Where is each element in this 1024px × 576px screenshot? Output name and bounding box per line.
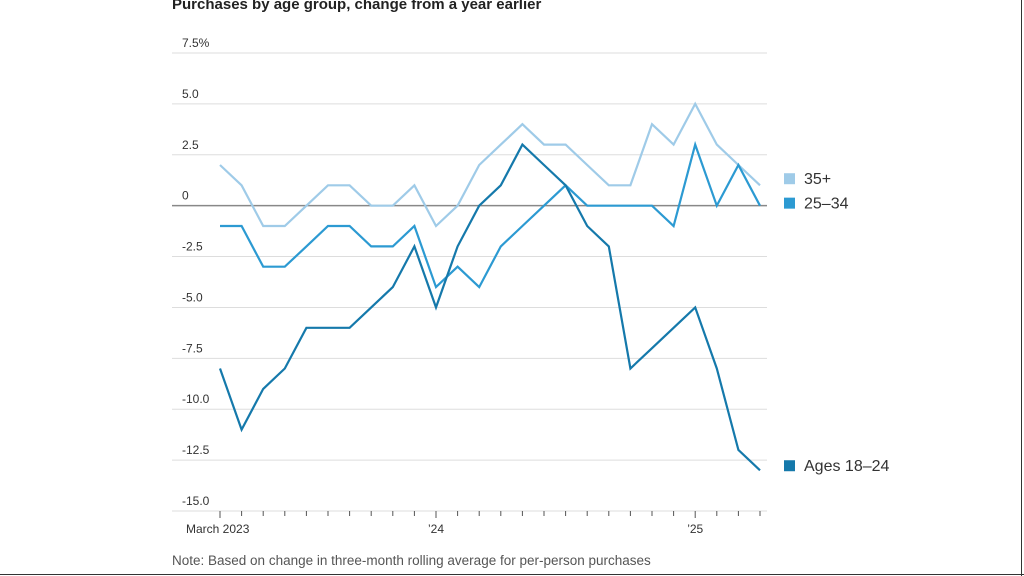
series-line-1 xyxy=(220,140,761,290)
y-tick-label: 0 xyxy=(182,189,189,203)
legend-swatch xyxy=(784,197,795,209)
y-tick-label: -15.0 xyxy=(182,494,210,508)
legend-swatch xyxy=(784,460,795,472)
legend-swatch xyxy=(784,173,795,185)
y-tick-label: -7.5 xyxy=(182,341,203,355)
chart-title: Purchases by age group, change from a ye… xyxy=(172,0,542,13)
series-line-0 xyxy=(219,101,761,228)
series-lines xyxy=(218,101,761,472)
y-tick-label: 5.0 xyxy=(182,87,199,101)
chart-note: Note: Based on change in three-month rol… xyxy=(172,553,651,568)
y-tick-label: -12.5 xyxy=(182,443,210,457)
legend: 35+ 25–34 Ages 18–24 xyxy=(784,171,890,475)
x-tick-label: ’24 xyxy=(428,522,444,536)
y-tick-label: -10.0 xyxy=(182,392,210,406)
frame-bottom-edge xyxy=(0,574,1024,575)
x-axis: March 2023 ’24 ’25 xyxy=(186,511,761,536)
series-line-2 xyxy=(218,142,761,472)
frame-right-edge xyxy=(1021,0,1022,576)
legend-label: 25–34 xyxy=(804,196,849,213)
y-axis-ticks: 7.5% 5.0 2.5 0 -2.5 -5.0 -7.5 -10.0 -12.5 -15.0 xyxy=(182,36,210,508)
legend-label: 35+ xyxy=(804,171,831,188)
x-tick-label: ’25 xyxy=(687,522,703,536)
y-tick-label: 7.5% xyxy=(182,36,210,50)
y-tick-label: -2.5 xyxy=(182,240,203,254)
y-tick-label: -5.0 xyxy=(182,290,203,304)
x-tick-label: March 2023 xyxy=(186,522,250,536)
grid-lines xyxy=(172,52,767,512)
y-tick-label: 2.5 xyxy=(182,138,199,152)
legend-label: Ages 18–24 xyxy=(804,458,890,475)
